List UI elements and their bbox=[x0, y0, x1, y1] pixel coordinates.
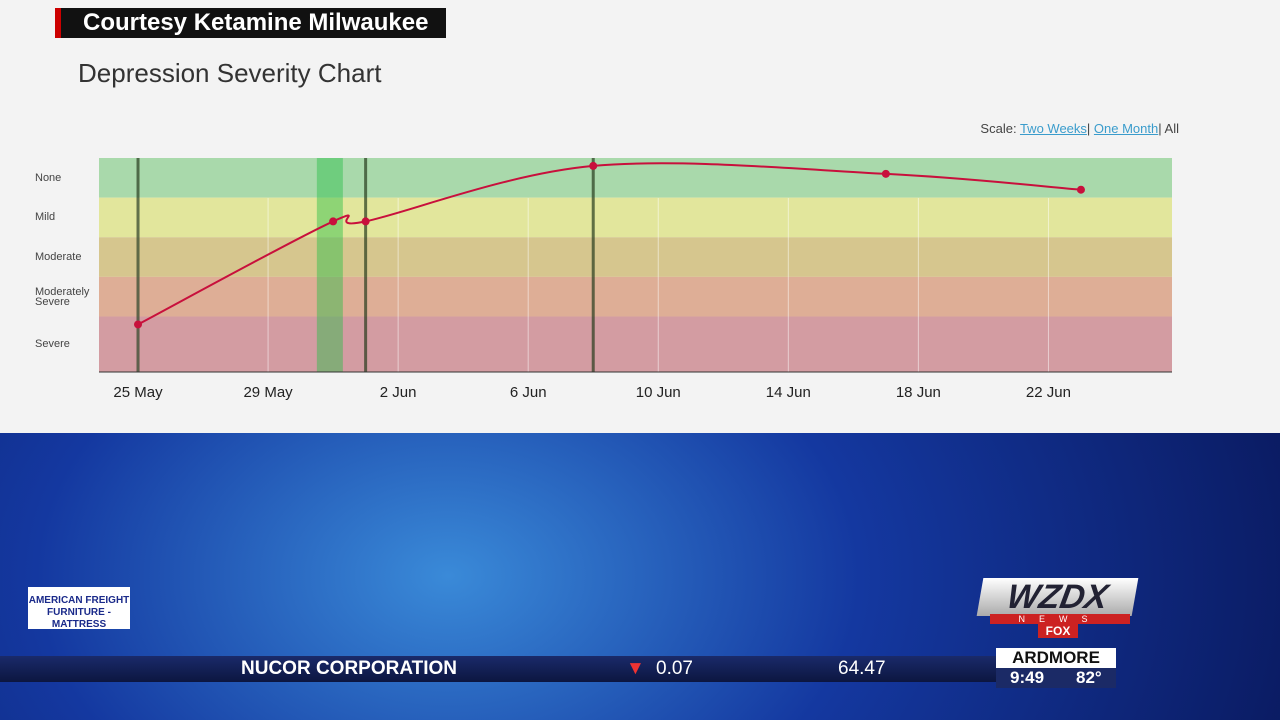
x-tick-label: 14 Jun bbox=[766, 384, 811, 401]
chart: 25 May 29 May 2 Jun 6 Jun 10 Jun 14 Jun 18 Jun… bbox=[99, 158, 1172, 401]
separator: | bbox=[1158, 121, 1162, 136]
highlight bbox=[316, 158, 343, 372]
down-arrow: ▼ bbox=[626, 658, 645, 679]
scale-selector: Scale: Two Weeks| One Month| All bbox=[980, 121, 1179, 136]
data-point bbox=[134, 320, 143, 329]
stock-change: 0.07 bbox=[656, 658, 693, 679]
x-tick-label: 29 May bbox=[243, 384, 293, 401]
separator: | bbox=[1086, 121, 1091, 136]
severity-band bbox=[99, 197, 1172, 238]
source-caption: Courtesy Ketamine Milwaukee bbox=[55, 8, 447, 38]
temperature: 82° bbox=[1076, 668, 1102, 687]
y-tick-label: None bbox=[35, 171, 62, 184]
y-tick-label: Moderate bbox=[35, 251, 82, 264]
data-point bbox=[881, 169, 890, 178]
x-tick-label: 18 Jun bbox=[896, 384, 941, 401]
x-tick-label: 2 Jun bbox=[380, 384, 417, 401]
severity-band bbox=[99, 237, 1172, 277]
y-tick-label: Severe bbox=[35, 338, 70, 351]
time: 9:49 bbox=[1010, 668, 1045, 687]
x-tick-label: 10 Jun bbox=[636, 384, 681, 401]
station-logo: WZDX NEWS FOX bbox=[976, 578, 1139, 638]
stock-ticker: NUCOR CORPORATION ▼ 0.07 64.47 bbox=[0, 656, 1000, 682]
stock-price: 64.47 bbox=[838, 658, 886, 679]
y-tick-label: Mild bbox=[35, 211, 56, 224]
sponsor-ad: AMERICAN FREIGHT FURNITURE - MATTRESS bbox=[28, 587, 130, 630]
stock-name: NUCOR CORPORATION bbox=[241, 658, 458, 679]
severity-band bbox=[99, 158, 1172, 198]
station-name: WZDX bbox=[976, 578, 1139, 616]
scale-option[interactable]: One Month bbox=[1093, 121, 1159, 136]
data-point bbox=[589, 161, 598, 170]
y-tick-label: Moderately Severe bbox=[35, 285, 90, 308]
city: ARDMORE bbox=[996, 648, 1116, 668]
x-tick-label: 22 Jun bbox=[1026, 384, 1071, 401]
ad-line: FURNITURE - MATTRESS bbox=[47, 607, 111, 630]
data-point bbox=[361, 217, 370, 226]
chart-panel: 25 May 29 May 2 Jun 6 Jun 10 Jun 14 Jun 18 Jun… bbox=[0, 0, 1280, 433]
data-point bbox=[1076, 185, 1085, 194]
x-tick-label: 25 May bbox=[113, 384, 163, 401]
weather-row: 9:49 82° bbox=[996, 668, 1116, 688]
data-point bbox=[329, 217, 338, 226]
weather-box: ARDMORE 9:49 82° bbox=[996, 648, 1280, 688]
scale-option[interactable]: All bbox=[1164, 121, 1179, 136]
ad-line: AMERICAN FREIGHT bbox=[28, 595, 130, 606]
x-tick-label: 6 Jun bbox=[510, 384, 547, 401]
series-line bbox=[137, 162, 1082, 326]
severity-band bbox=[99, 316, 1172, 372]
station-sub: NEWS bbox=[990, 614, 1130, 624]
scale-option[interactable]: Two Weeks bbox=[1019, 121, 1087, 136]
network: FOX bbox=[1038, 624, 1078, 638]
scale-label: Scale: bbox=[980, 121, 1017, 136]
severity-band bbox=[99, 276, 1172, 317]
chart-title: Depression Severity Chart bbox=[78, 58, 382, 88]
